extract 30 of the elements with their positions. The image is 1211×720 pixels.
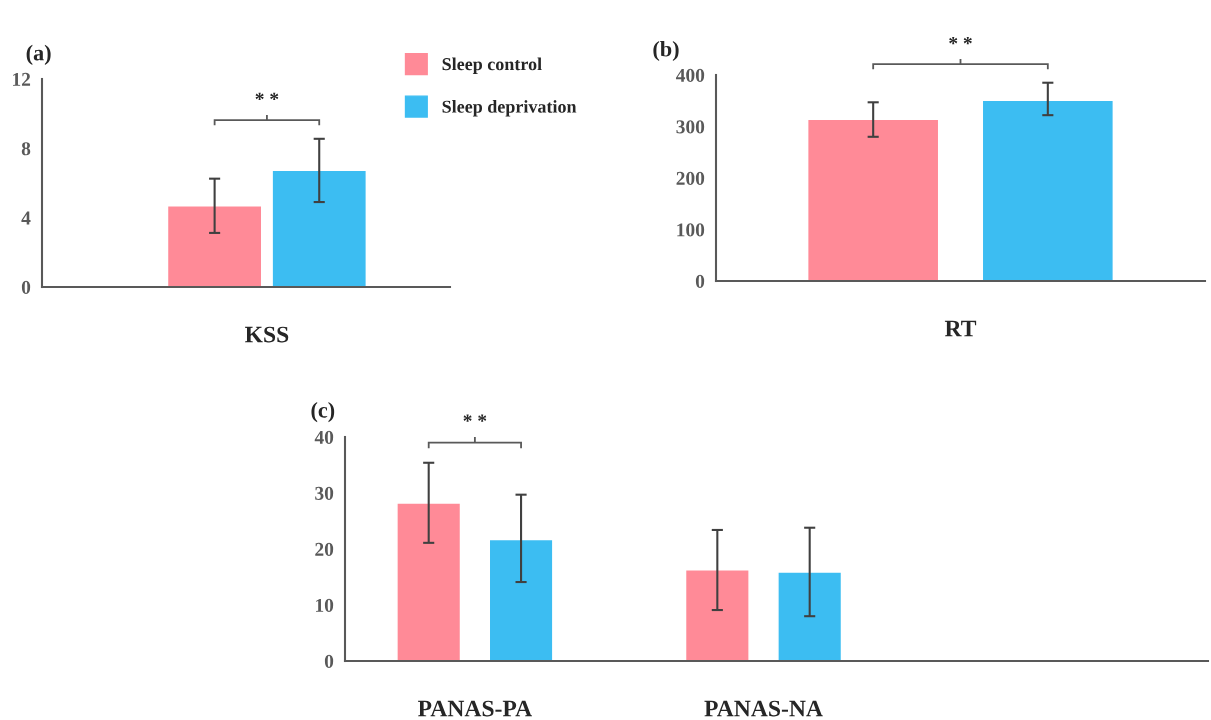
legend-label: Sleep deprivation [442, 100, 577, 117]
y-tick-label: 200 [676, 171, 705, 185]
y-tick-label: 4 [21, 211, 31, 225]
y-tick-label: 8 [21, 142, 31, 156]
x-tick-label: PANAS-NA [704, 700, 823, 717]
y-tick-label: 0 [21, 280, 31, 294]
bar [777, 571, 843, 661]
bar [488, 538, 554, 661]
chart-title: (b) [653, 40, 679, 62]
legend-label: Sleep control [442, 57, 542, 74]
y-tick-label: 400 [675, 68, 705, 82]
y-tick-label: 0 [324, 654, 334, 668]
y-tick-label: 30 [315, 486, 334, 500]
y-tick-label: 12 [13, 72, 31, 86]
text: (a) [26, 44, 51, 65]
y-tick-label: 0 [695, 274, 705, 288]
text: * * [463, 414, 487, 422]
text: * * [949, 36, 972, 45]
bar [396, 502, 462, 661]
x-tick-label: RT [944, 320, 977, 337]
y-tick-label: 10 [316, 598, 334, 612]
y-tick-label: 100 [677, 223, 705, 237]
annotation: * * [255, 92, 279, 101]
x-tick-label: PANAS-PA [418, 700, 532, 717]
chart-title: (c) [311, 402, 335, 423]
bar [684, 569, 750, 661]
y-tick-label: 20 [315, 542, 334, 556]
y-tick-label: 300 [676, 120, 705, 134]
x-tick-label: KSS [245, 326, 289, 343]
y-tick-label: 40 [314, 430, 334, 444]
